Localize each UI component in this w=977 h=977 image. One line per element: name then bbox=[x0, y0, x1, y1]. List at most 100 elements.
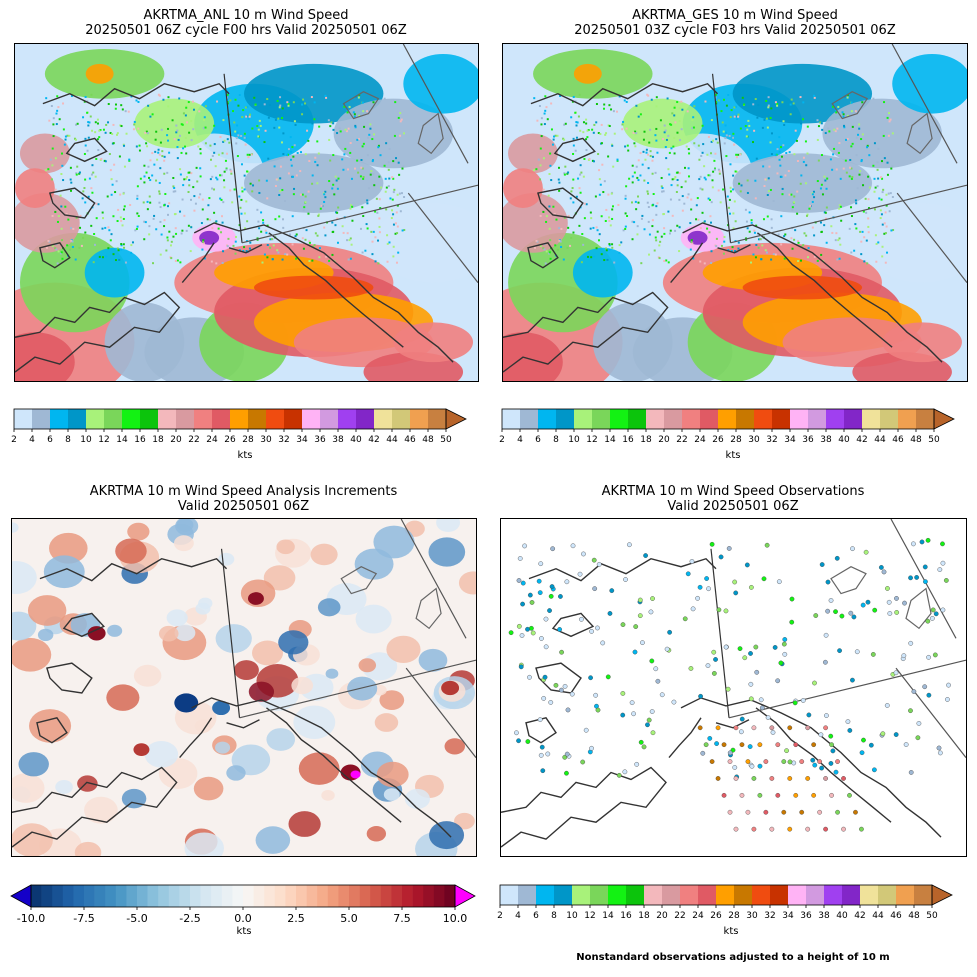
wind-speckle bbox=[713, 168, 716, 171]
obs-station bbox=[690, 606, 696, 612]
wind-speckle bbox=[612, 110, 615, 113]
wind-speckle bbox=[299, 193, 302, 196]
wind-speckle bbox=[680, 100, 683, 103]
obs-station bbox=[870, 652, 876, 657]
map-ges bbox=[502, 43, 968, 382]
wind-speckle bbox=[855, 136, 858, 139]
wind-speckle bbox=[859, 170, 862, 173]
colorbar-tick-label: 2 bbox=[11, 435, 17, 445]
obs-station bbox=[744, 562, 750, 568]
wind-speckle bbox=[760, 258, 763, 261]
wind-speckle bbox=[715, 237, 718, 240]
colorbar-segment bbox=[104, 409, 123, 429]
wind-speckle bbox=[91, 129, 94, 132]
colorbar-tick-label: 20 bbox=[658, 435, 670, 445]
wind-speckle bbox=[778, 136, 781, 139]
colorbar-tick-label: 6 bbox=[535, 435, 541, 445]
wind-speckle bbox=[104, 160, 107, 163]
increment-blob bbox=[12, 522, 19, 533]
colorbar-segment bbox=[243, 885, 254, 907]
wind-speckle bbox=[122, 217, 125, 220]
wind-speckle bbox=[282, 132, 285, 135]
obs-buoy bbox=[841, 776, 846, 781]
obs-buoy bbox=[805, 776, 811, 781]
obs-buoy bbox=[829, 792, 834, 798]
wind-speckle bbox=[663, 227, 666, 230]
wind-speckle bbox=[56, 109, 59, 112]
wind-speckle bbox=[695, 218, 698, 221]
wind-speckle bbox=[155, 228, 158, 231]
province-border bbox=[896, 192, 967, 283]
wind-speckle bbox=[155, 130, 158, 133]
wind-speckle bbox=[240, 163, 243, 166]
wind-speckle bbox=[166, 236, 169, 239]
increment-blob bbox=[174, 624, 196, 642]
wind-speckle bbox=[395, 211, 398, 214]
wind-speckle bbox=[211, 227, 214, 230]
colorbar-tick-label: 36 bbox=[314, 435, 326, 445]
obs-buoy bbox=[811, 742, 817, 748]
wind-speckle bbox=[148, 195, 151, 198]
wind-speckle bbox=[114, 107, 117, 110]
colorbar-segment bbox=[211, 885, 223, 907]
wind-speckle bbox=[371, 138, 374, 141]
wind-speckle bbox=[138, 149, 141, 152]
wind-speckle bbox=[550, 128, 553, 131]
colorbar-tick-label: 18 bbox=[638, 911, 650, 921]
obs-station bbox=[577, 571, 583, 577]
obs-station bbox=[932, 652, 938, 658]
wind-speckle bbox=[659, 240, 662, 243]
wind-speckle bbox=[359, 175, 362, 178]
wind-speckle bbox=[317, 213, 320, 216]
obs-station bbox=[664, 646, 670, 652]
wind-speckle bbox=[290, 150, 293, 153]
wind-speckle bbox=[403, 132, 406, 135]
wind-speckle bbox=[246, 105, 249, 108]
obs-station bbox=[543, 616, 549, 622]
wind-speckle bbox=[276, 249, 279, 252]
wind-speckle bbox=[859, 230, 862, 233]
wind-speckle bbox=[194, 202, 197, 205]
wind-speckle bbox=[861, 230, 864, 233]
wind-speckle bbox=[167, 96, 170, 99]
wind-speckle bbox=[54, 210, 57, 213]
obs-station bbox=[834, 555, 840, 561]
wind-speckle bbox=[325, 96, 328, 99]
wind-field-blob bbox=[15, 168, 55, 209]
wind-speckle bbox=[854, 110, 857, 113]
wind-speckle bbox=[291, 175, 294, 178]
increment-blob bbox=[418, 648, 448, 672]
wind-speckle bbox=[848, 227, 851, 230]
colorbar-segment bbox=[754, 409, 773, 429]
wind-speckle bbox=[723, 240, 726, 243]
wind-speckle bbox=[636, 233, 639, 236]
wind-speckle bbox=[884, 261, 887, 264]
wind-speckle bbox=[788, 151, 791, 154]
wind-speckle bbox=[185, 177, 187, 180]
wind-speckle bbox=[752, 141, 755, 144]
wind-speckle bbox=[748, 124, 751, 127]
obs-buoy bbox=[805, 725, 811, 731]
wind-speckle bbox=[562, 137, 565, 140]
coastline bbox=[191, 697, 452, 838]
wind-speckle bbox=[153, 163, 156, 166]
wind-speckle bbox=[838, 204, 841, 207]
wind-speckle bbox=[610, 192, 613, 195]
wind-speckle bbox=[226, 245, 229, 248]
wind-speckle bbox=[572, 231, 575, 234]
wind-speckle bbox=[690, 239, 693, 242]
wind-speckle bbox=[633, 221, 636, 224]
wind-speckle bbox=[811, 193, 814, 196]
wind-speckle bbox=[850, 206, 853, 209]
wind-speckle bbox=[182, 147, 185, 150]
wind-speckle bbox=[378, 175, 381, 178]
coastline bbox=[682, 222, 943, 363]
wind-speckle bbox=[598, 233, 601, 236]
wind-field-layer bbox=[503, 48, 967, 381]
colorbar-segment bbox=[370, 885, 382, 907]
increment-blob bbox=[374, 713, 399, 732]
wind-speckle bbox=[616, 159, 619, 162]
wind-speckle bbox=[162, 98, 165, 101]
colorbar-segment bbox=[423, 885, 435, 907]
colorbar-segment bbox=[572, 885, 591, 905]
